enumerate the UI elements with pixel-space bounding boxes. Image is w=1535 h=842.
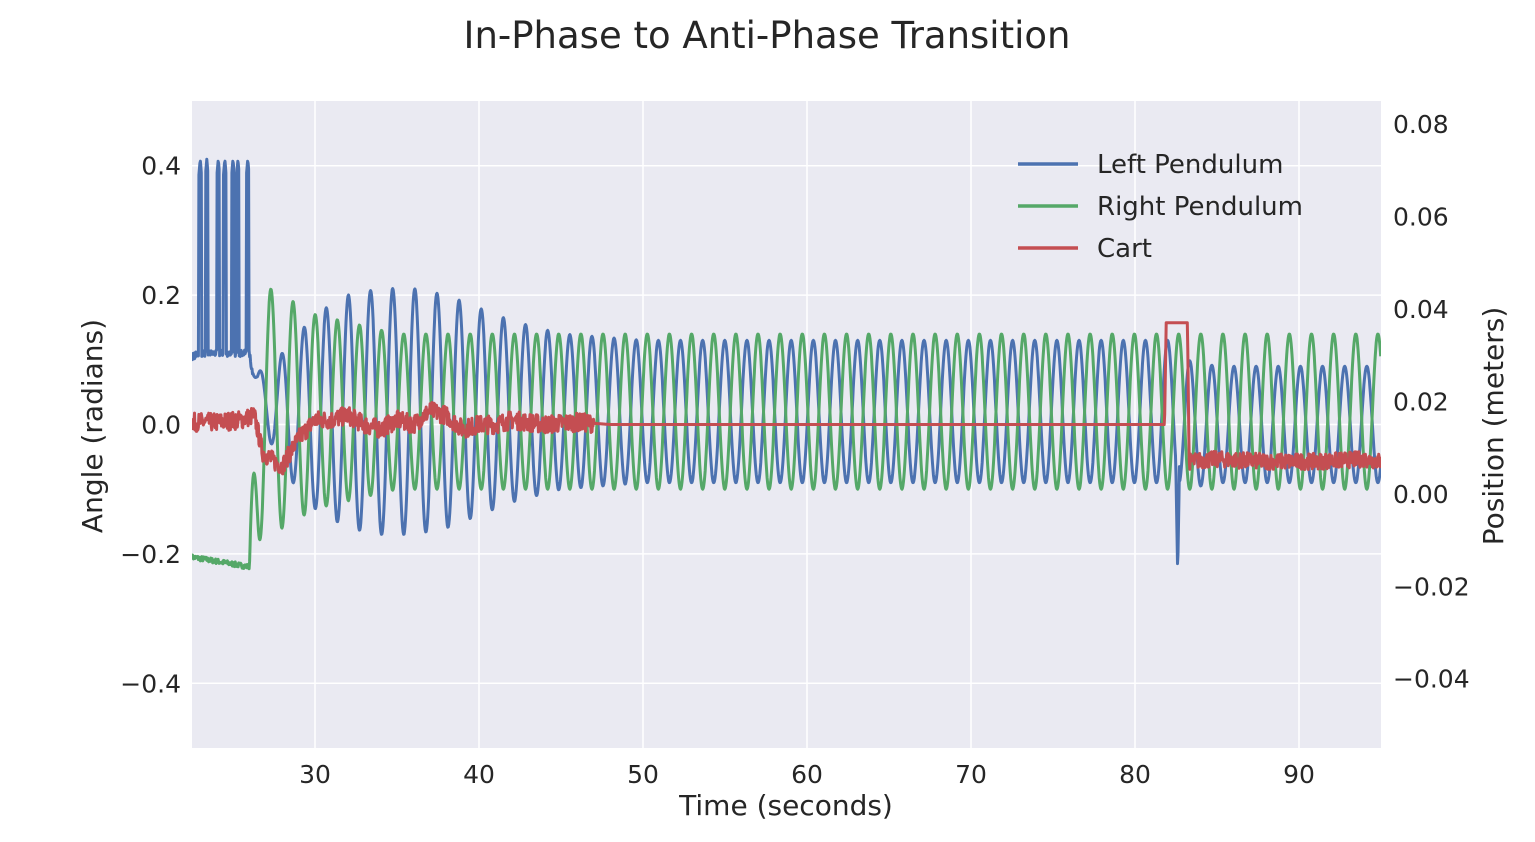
x-tick-label: 90: [1283, 760, 1315, 789]
y2-tick-label: 0.08: [1393, 110, 1449, 139]
x-axis-label: Time (seconds): [678, 789, 893, 822]
y2-tick-label: −0.02: [1393, 572, 1470, 601]
y-tick-label: 0.2: [141, 281, 181, 310]
x-tick-label: 50: [627, 760, 659, 789]
x-tick-label: 60: [791, 760, 823, 789]
series-line-cart: [192, 321, 1381, 476]
legend-label: Left Pendulum: [1097, 150, 1283, 180]
x-tick-label: 70: [955, 760, 987, 789]
plot-lines: [192, 157, 1381, 571]
y-ticks: −0.4 −0.2 0.0 0.2 0.4: [120, 152, 181, 699]
y2-ticks: −0.04 −0.02 0.00 0.02 0.04 0.06 0.08: [1393, 110, 1470, 694]
x-tick-label: 80: [1119, 760, 1151, 789]
x-ticks: 30 40 50 60 70 80 90: [299, 760, 1315, 789]
y2-tick-label: 0.00: [1393, 480, 1449, 509]
y2-axis-label: Position (meters): [1477, 307, 1510, 546]
y-tick-label: 0.4: [141, 152, 181, 181]
y2-tick-label: 0.06: [1393, 203, 1449, 232]
legend: Left Pendulum Right Pendulum Cart: [1018, 150, 1303, 264]
y-tick-label: −0.2: [120, 540, 181, 569]
y2-tick-label: 0.02: [1393, 387, 1449, 416]
y-axis-label: Angle (radians): [76, 319, 109, 533]
y-tick-label: 0.0: [141, 411, 181, 440]
x-tick-label: 40: [463, 760, 495, 789]
x-tick-label: 30: [299, 760, 331, 789]
chart-title: In-Phase to Anti-Phase Transition: [464, 14, 1071, 57]
grid: [192, 101, 1381, 748]
legend-label: Right Pendulum: [1097, 192, 1303, 222]
y-tick-label: −0.4: [120, 669, 181, 698]
y2-tick-label: 0.04: [1393, 295, 1449, 324]
y2-tick-label: −0.04: [1393, 665, 1470, 694]
legend-label: Cart: [1097, 234, 1152, 264]
